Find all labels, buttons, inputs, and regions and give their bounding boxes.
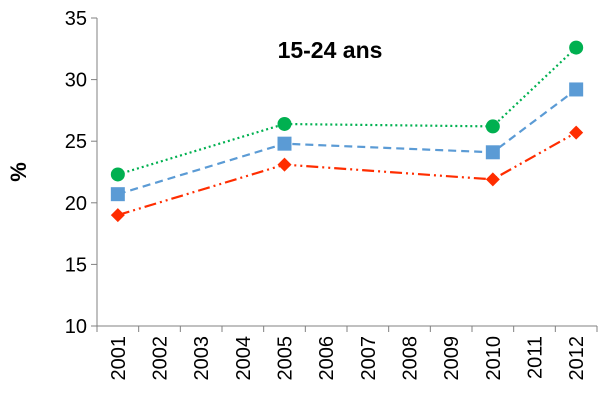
data-point <box>277 157 292 172</box>
series-2 <box>110 82 584 202</box>
x-tick-label: 2004 <box>233 336 255 381</box>
data-point <box>485 145 500 160</box>
chart-title: 15-24 ans <box>278 37 383 63</box>
y-axis-title: % <box>6 162 31 182</box>
x-tick-label: 2003 <box>191 336 213 381</box>
series-layer <box>110 40 584 223</box>
series-line <box>117 131 577 217</box>
y-tick-label: 35 <box>65 8 87 30</box>
data-point <box>569 82 584 97</box>
x-tick-label: 2005 <box>275 336 297 381</box>
data-point <box>110 187 125 202</box>
series-line <box>117 46 577 176</box>
data-point <box>485 119 500 134</box>
y-tick-label: 15 <box>65 254 87 276</box>
x-tick-group: 2001 2002 2003 2004 2005 2006 2007 2008 2009 2010… <box>96 326 598 381</box>
x-tick-label: 2002 <box>150 336 172 381</box>
x-tick-label: 2011 <box>525 336 547 379</box>
data-point <box>569 40 584 55</box>
x-tick-label: 2010 <box>483 336 505 381</box>
data-point <box>569 125 584 140</box>
series-3 <box>110 125 584 223</box>
data-point <box>485 172 500 187</box>
y-tick-label: 20 <box>65 193 87 215</box>
y-tick-label: 25 <box>65 131 87 153</box>
x-tick-label: 2012 <box>566 336 588 381</box>
x-tick-label: 2009 <box>441 336 463 381</box>
y-tick-group: 10 15 20 25 30 35 <box>65 8 97 338</box>
data-point <box>277 116 292 131</box>
series-line <box>117 88 577 196</box>
y-tick-label: 30 <box>65 70 87 92</box>
data-point <box>110 167 125 182</box>
x-tick-label: 2001 <box>108 336 130 381</box>
x-tick-label: 2007 <box>358 336 380 381</box>
x-tick-label: 2006 <box>316 336 338 381</box>
data-point <box>277 136 292 151</box>
series-1 <box>110 40 584 182</box>
x-tick-label: 2008 <box>400 336 422 381</box>
y-tick-label: 10 <box>65 316 87 338</box>
data-point <box>110 208 125 223</box>
